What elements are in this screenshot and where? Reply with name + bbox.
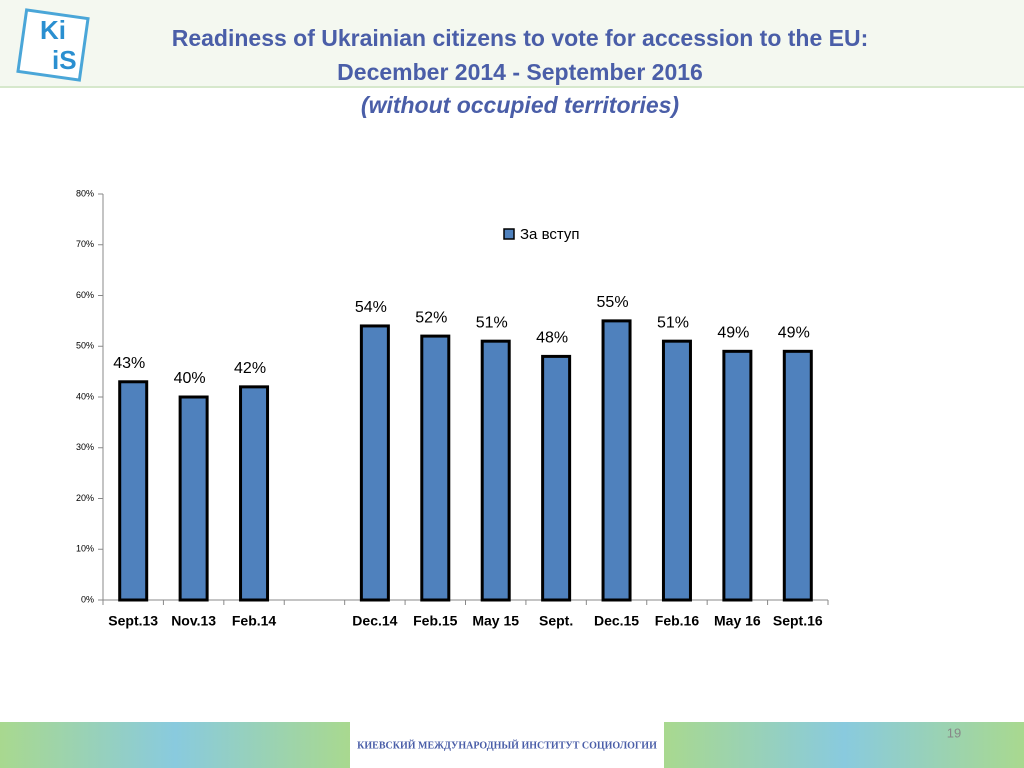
bar (239, 385, 270, 602)
data-label: 55% (597, 294, 629, 311)
bar (782, 349, 813, 602)
chart: 0% 10% 20% 30% 40% 50% 60% 70% 80% Sept.13 Nov.13 F… (76, 188, 829, 629)
x-tick-label: Sept.16 (773, 613, 823, 629)
y-tick-label: 10% (76, 544, 94, 554)
data-label: 51% (657, 314, 689, 331)
data-label: 52% (415, 309, 447, 326)
y-tick-label: 30% (76, 442, 94, 452)
data-label: 49% (717, 325, 749, 342)
bar (420, 334, 451, 602)
y-tick-label: 40% (76, 391, 94, 401)
x-tick-label: May 16 (714, 613, 761, 629)
logo: Ki iS (16, 8, 90, 82)
data-label: 54% (355, 299, 387, 316)
legend-swatch (503, 228, 515, 240)
x-tick-label: Feb.14 (232, 613, 277, 629)
x-tick-label: May 15 (472, 613, 519, 629)
y-tick-label: 20% (76, 493, 94, 503)
footer-band (664, 722, 1024, 768)
data-label: 40% (174, 370, 206, 387)
bar (480, 339, 511, 602)
chart-subtitle: December 2014 - September 2016 (337, 59, 703, 85)
y-tick-label: 80% (76, 188, 94, 198)
x-tick-label: Dec.15 (594, 613, 639, 629)
logo-box (16, 8, 90, 82)
x-tick-label: Feb.15 (413, 613, 458, 629)
bar (601, 319, 632, 602)
data-label: 42% (234, 360, 266, 377)
x-tick-label: Dec.14 (352, 613, 397, 629)
data-label: 51% (476, 314, 508, 331)
y-tick-label: 0% (81, 594, 94, 604)
bar (118, 380, 149, 602)
footer-band (0, 722, 350, 768)
y-tick-label: 50% (76, 341, 94, 351)
footer-text: КИЕВСКИЙ МЕЖДУНАРОДНЫЙ ИНСТИТУТ СОЦИОЛОГ… (357, 739, 657, 751)
annotation: (without occupied territories) (361, 92, 679, 118)
x-tick-label: Sept. (539, 613, 573, 629)
header-band (0, 0, 1024, 88)
logo-text: iS (52, 45, 77, 75)
data-label: 43% (113, 355, 145, 372)
bar (722, 349, 753, 602)
y-tick-label: 70% (76, 239, 94, 249)
bar (359, 324, 390, 602)
x-tick-label: Feb.16 (655, 613, 700, 629)
x-tick-label: Nov.13 (171, 613, 216, 629)
y-tick-label: 60% (76, 290, 94, 300)
logo-text: Ki (40, 15, 66, 45)
x-tick-label: Sept.13 (108, 613, 158, 629)
page-number: 19 (947, 725, 961, 740)
data-label: 49% (778, 325, 810, 342)
bar (661, 339, 692, 602)
bar (178, 395, 209, 602)
header-line (0, 86, 1024, 88)
chart-title: Readiness of Ukrainian citizens to vote … (172, 25, 869, 51)
bar (541, 354, 572, 602)
legend-label: За вступ (520, 226, 580, 243)
data-label: 48% (536, 330, 568, 347)
